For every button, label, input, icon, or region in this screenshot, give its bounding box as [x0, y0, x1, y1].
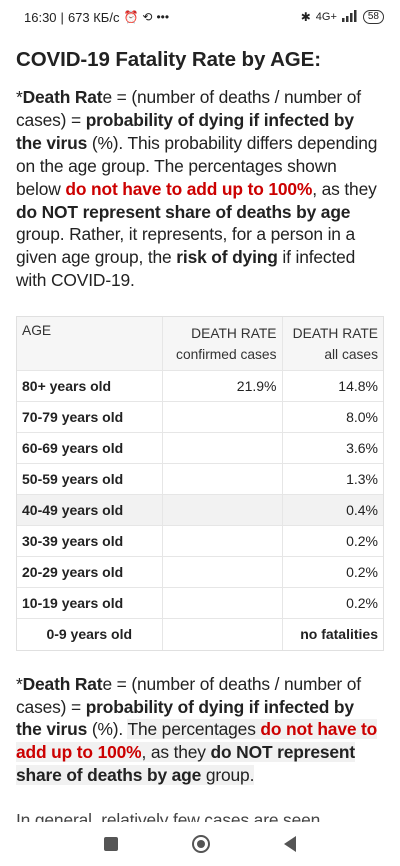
intro-text-4: if infected with COVID-19.	[16, 247, 356, 291]
status-separator: |	[60, 9, 64, 25]
intro-bold-note: do NOT represent share of deaths by age	[16, 201, 351, 222]
header-age: AGE	[17, 317, 162, 371]
summary-text-4: group.	[201, 765, 255, 786]
network-label: 4G+	[315, 11, 337, 23]
intro-paragraph: *Death Rate = (number of deaths / number…	[16, 86, 384, 292]
table-row: 50-59 years old 1.3%	[17, 463, 383, 495]
row-age: 80+ years old	[17, 370, 162, 402]
row-age: 70-79 years old	[17, 401, 162, 433]
intro-term-tail: e	[102, 87, 112, 107]
row-all: 0.4%	[281, 494, 383, 526]
recents-square-icon[interactable]	[104, 837, 118, 851]
table-row: 70-79 years old 8.0%	[17, 401, 383, 433]
row-all: 1.3%	[281, 463, 383, 495]
header-confirmed: DEATH RATE confirmed cases	[161, 317, 282, 371]
row-all: 8.0%	[281, 401, 383, 433]
sync-icon: ⟲	[142, 10, 153, 24]
table-header-row: AGE DEATH RATE confirmed cases DEATH RATE…	[17, 317, 383, 371]
summary-formula: = (number of deaths / number of cases) =	[16, 673, 361, 717]
row-all: no fatalities	[281, 618, 383, 650]
summary-text-2: The percentages	[127, 719, 261, 740]
row-confirmed	[161, 525, 282, 557]
row-confirmed	[161, 401, 282, 433]
intro-formula: = (number of deaths / number of cases) =	[16, 87, 361, 130]
row-confirmed	[161, 618, 282, 650]
fatality-table: AGE DEATH RATE confirmed cases DEATH RATE…	[16, 316, 384, 651]
article-content[interactable]: COVID-19 Fatality Rate by AGE: *Death Ra…	[0, 34, 400, 822]
table-row: 40-49 years old 0.4%	[17, 494, 383, 526]
row-confirmed	[161, 432, 282, 464]
table-row: 20-29 years old 0.2%	[17, 556, 383, 588]
row-age: 0-9 years old	[17, 618, 162, 650]
navigation-bar	[0, 822, 400, 866]
status-left: 16:30 | 673 КБ/с ⏰ ⟲ •••	[24, 10, 169, 25]
row-all: 3.6%	[281, 432, 383, 464]
summary-probability: probability of dying if infected by the …	[16, 696, 354, 740]
signal-icon	[341, 9, 358, 25]
row-age: 10-19 years old	[17, 587, 162, 619]
summary-text-1: (%).	[87, 719, 128, 740]
table-row: 10-19 years old 0.2%	[17, 587, 383, 619]
intro-risk: risk of dying	[176, 247, 278, 268]
row-all: 14.8%	[281, 370, 383, 402]
status-time: 16:30	[24, 9, 57, 25]
row-confirmed	[161, 494, 282, 526]
row-age: 60-69 years old	[17, 432, 162, 464]
row-confirmed	[161, 463, 282, 495]
intro-red-note: do not have to add up to 100%	[65, 178, 313, 199]
table-row: 0-9 years old no fatalities	[17, 618, 383, 650]
intro-text-2: , as they	[312, 178, 377, 199]
row-confirmed	[161, 587, 282, 619]
alarm-icon: ⏰	[123, 10, 139, 24]
summary-paragraph: *Death Rate = (number of deaths / number…	[16, 673, 384, 788]
row-age: 40-49 years old	[17, 494, 162, 526]
header-all: DEATH RATE all cases	[281, 317, 383, 371]
intro-asterisk: *	[16, 87, 23, 107]
battery-icon: 58	[362, 10, 384, 24]
summary-term-tail: e	[102, 673, 112, 694]
header-confirmed-line2: confirmed cases	[176, 347, 277, 363]
header-all-line1: DEATH RATE	[292, 326, 378, 342]
bluetooth-icon: ✱	[300, 10, 311, 24]
summary-term-bold: Death Rat	[22, 673, 103, 694]
status-bar: 16:30 | 673 КБ/с ⏰ ⟲ ••• ✱ 4G+ 58	[0, 0, 400, 34]
table-row: 30-39 years old 0.2%	[17, 525, 383, 557]
row-age: 30-39 years old	[17, 525, 162, 557]
table-row: 80+ years old 21.9% 14.8%	[17, 370, 383, 402]
summary-asterisk: *	[16, 673, 23, 694]
home-circle-icon[interactable]	[192, 835, 210, 853]
row-confirmed: 21.9%	[161, 370, 282, 402]
page-title: COVID-19 Fatality Rate by AGE:	[16, 48, 321, 71]
more-icon: •••	[156, 10, 170, 24]
header-confirmed-line1: DEATH RATE	[191, 326, 277, 342]
row-all: 0.2%	[281, 556, 383, 588]
row-age: 20-29 years old	[17, 556, 162, 588]
back-triangle-icon[interactable]	[284, 836, 296, 852]
row-all: 0.2%	[281, 587, 383, 619]
intro-term-bold: Death Rat	[22, 87, 103, 107]
summary-text-3: , as they	[141, 742, 211, 763]
row-all: 0.2%	[281, 525, 383, 557]
row-confirmed	[161, 556, 282, 588]
table-row: 60-69 years old 3.6%	[17, 432, 383, 464]
intro-probability: probability of dying if infected by the …	[16, 109, 354, 153]
row-age: 50-59 years old	[17, 463, 162, 495]
status-data-rate: 673 КБ/с	[67, 9, 120, 25]
intro-text-1: (%). This probability differs depending …	[16, 132, 378, 199]
status-right: ✱ 4G+ 58	[300, 9, 384, 25]
cutoff-paragraph: In general, relatively few cases are see…	[16, 810, 321, 822]
intro-text-3: group. Rather, it represents, for a pers…	[16, 224, 356, 268]
header-all-line2: all cases	[324, 347, 378, 363]
